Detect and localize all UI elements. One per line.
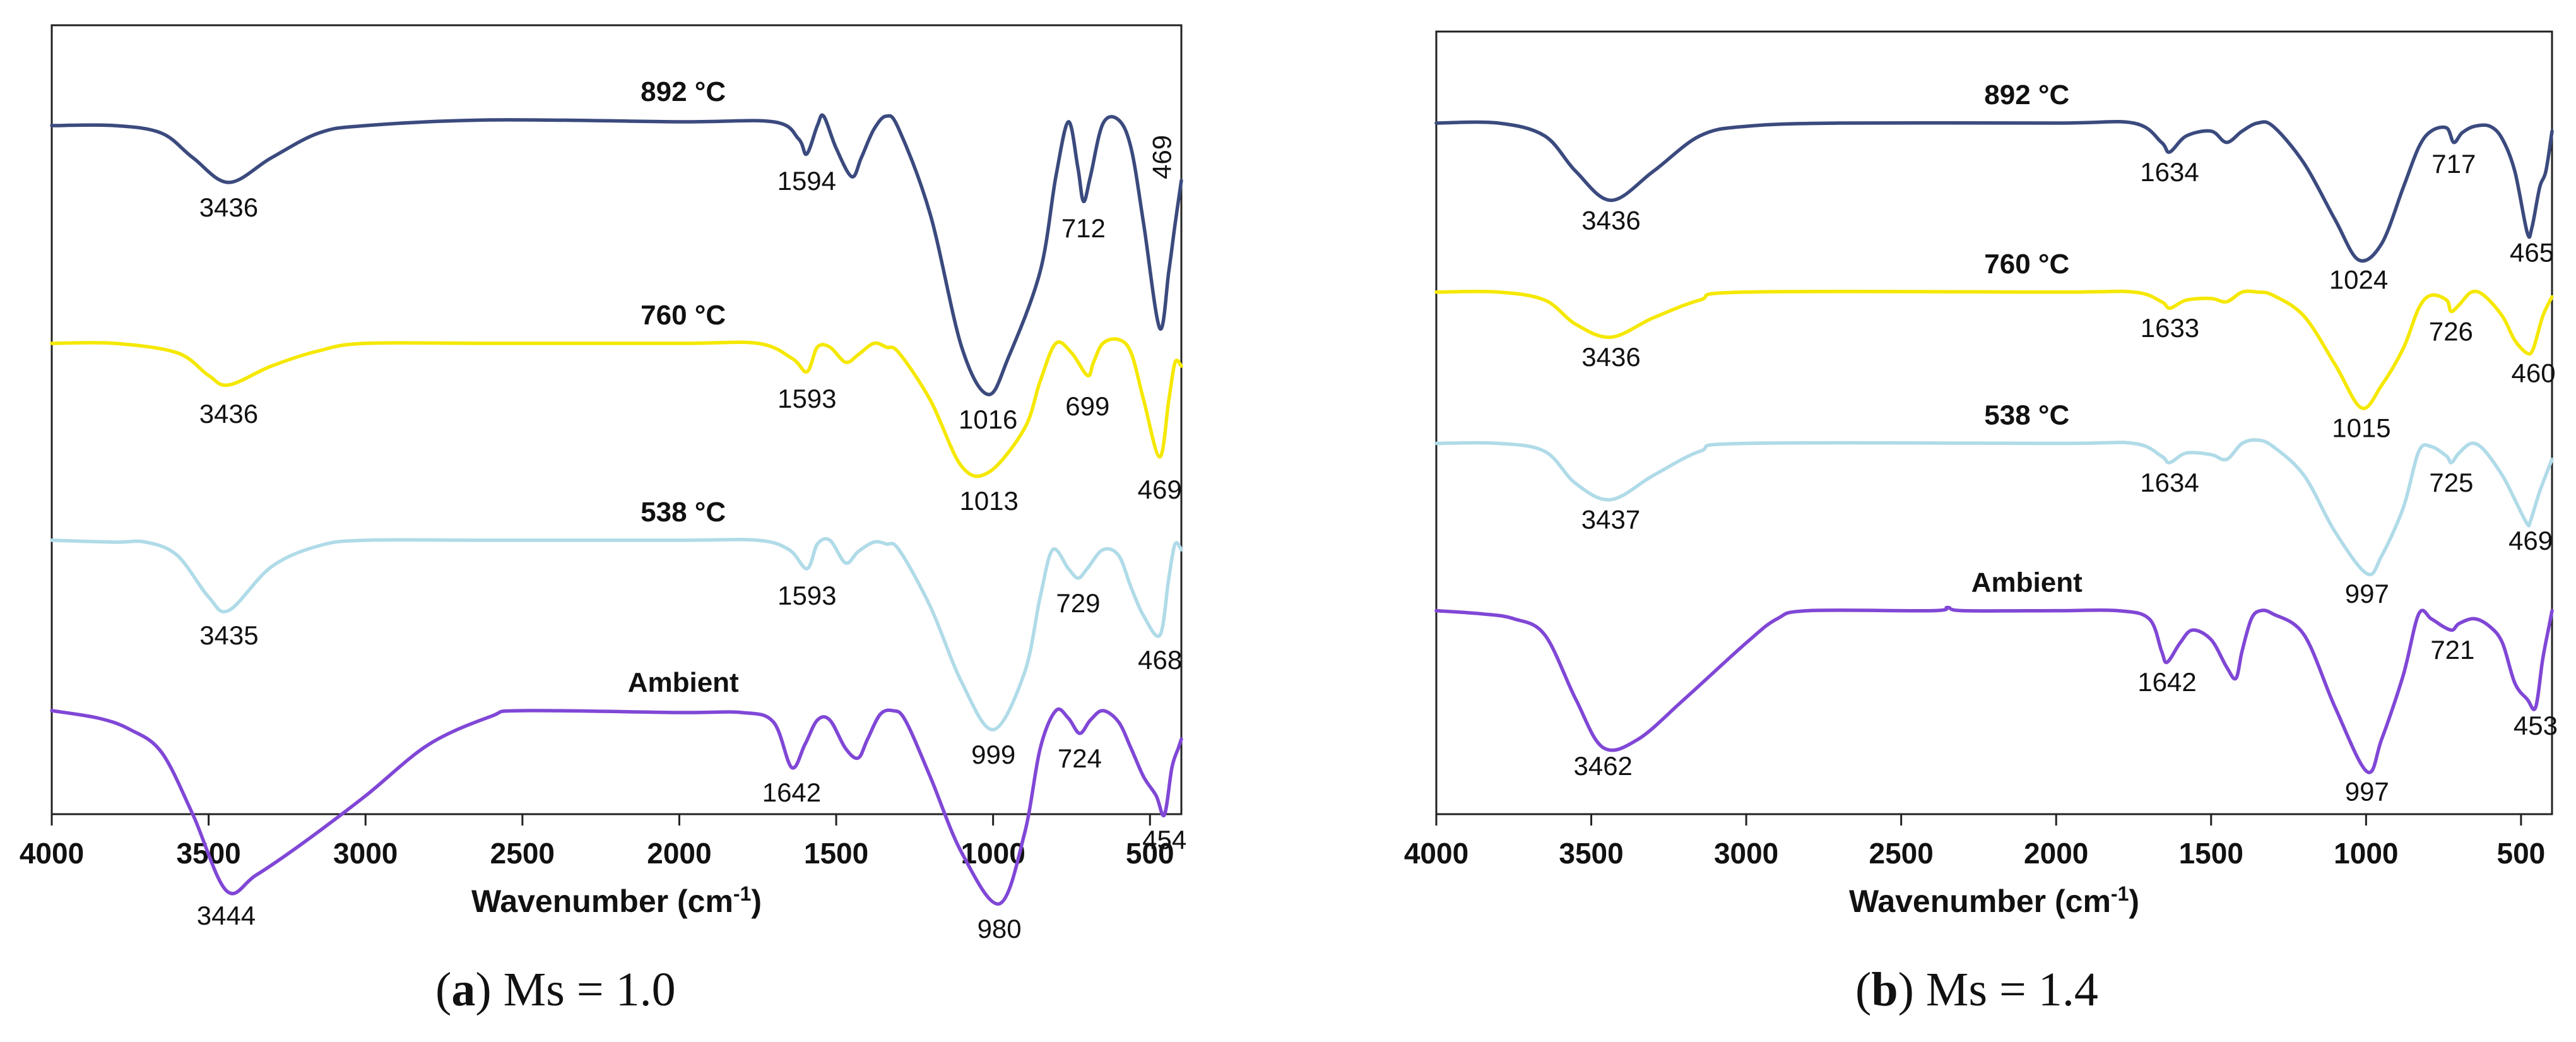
peak-label: 712	[1061, 213, 1106, 243]
series-name-3: Ambient	[1971, 567, 2083, 598]
peak-label: 468	[1138, 645, 1182, 675]
series-line-3	[50, 707, 1183, 906]
peak-label: 454	[1142, 825, 1186, 855]
caption-b-text: Ms = 1.4	[1925, 963, 2098, 1016]
peak-label: 1593	[777, 384, 836, 413]
peak-label: 1634	[2140, 157, 2199, 187]
x-tick-label: 2500	[1869, 837, 1933, 870]
caption-a-letter: a	[451, 963, 476, 1016]
series-name-3: Ambient	[628, 667, 739, 698]
x-tick-label: 500	[1126, 837, 1174, 870]
x-tick-label: 2000	[647, 837, 711, 870]
series-line-1	[50, 337, 1183, 478]
ftir-chart-a: 4000 3500 3000 2500 2000 1500 1000 500Wavenumbe…	[20, 24, 1186, 944]
caption-b-letter: b	[1871, 963, 1898, 1016]
peak-label: 469	[2508, 526, 2553, 555]
caption-b: (b) Ms = 1.4	[1855, 963, 2098, 1016]
peak-label: 3444	[197, 901, 256, 930]
peak-label: 980	[978, 914, 1022, 944]
peak-label: 725	[2429, 468, 2473, 497]
series-name-0: 892 °C	[641, 76, 726, 107]
series-line-1	[1434, 289, 2554, 410]
peak-label: 721	[2430, 635, 2474, 665]
peak-label: 469	[1147, 135, 1177, 179]
chart-panel-b: 4000 3500 3000 2500 2000 1500 1000 500 Wavenumbe…	[1401, 0, 2576, 1042]
peak-label: 3436	[199, 399, 258, 429]
x-tick-label: 1500	[2179, 837, 2243, 870]
x-tick-label: 1000	[960, 837, 1025, 870]
peak-label: 1013	[959, 486, 1018, 516]
x-axis-label: Wavenumber (cm-1)	[471, 882, 762, 919]
series-name-2: 538 °C	[641, 497, 726, 528]
peak-label: 453	[2514, 711, 2558, 740]
peak-label: 729	[1056, 588, 1100, 618]
x-tick-label: 4000	[1404, 837, 1468, 870]
plot-frame	[1435, 30, 2553, 815]
peak-label: 3435	[199, 620, 258, 650]
x-tick-label: 500	[2497, 837, 2546, 870]
peak-label: 460	[2511, 358, 2555, 388]
series-name-1: 760 °C	[641, 300, 726, 331]
series-line-0	[1434, 119, 2554, 263]
series-line-0	[50, 113, 1183, 396]
series-line-2	[1434, 438, 2554, 577]
chart-panel-a: 4000 3500 3000 2500 2000 1500 1000 500 Wavenumbe…	[0, 0, 1199, 1042]
peak-label: 1642	[762, 778, 821, 807]
peak-label: 1015	[2332, 413, 2390, 442]
x-tick-label: 1500	[804, 837, 868, 870]
x-tick-label: 2000	[2024, 837, 2088, 870]
series-line-2	[50, 536, 1183, 731]
peak-label: 3462	[1573, 751, 1632, 781]
peak-label: 724	[1058, 743, 1102, 773]
peak-label: 726	[2429, 316, 2473, 346]
peak-label: 717	[2431, 149, 2476, 179]
series-name-0: 892 °C	[1984, 80, 2069, 110]
peak-label: 1633	[2141, 313, 2199, 343]
peak-label: 997	[2345, 579, 2389, 608]
peak-label: 465	[2510, 237, 2554, 267]
series-name-1: 760 °C	[1984, 249, 2069, 280]
peak-label: 999	[971, 740, 1015, 769]
caption-a: (a) Ms = 1.0	[435, 963, 676, 1016]
peak-label: 3436	[199, 192, 258, 222]
x-tick-label: 3000	[1714, 837, 1778, 870]
x-tick-label: 4000	[20, 837, 84, 870]
peak-label: 699	[1065, 391, 1109, 421]
caption-a-text: Ms = 1.0	[503, 963, 676, 1016]
peak-label: 3436	[1581, 342, 1640, 372]
x-tick-label: 3500	[1559, 837, 1623, 870]
peak-label: 997	[2345, 777, 2389, 807]
plot-frame	[50, 24, 1183, 815]
peak-label: 3437	[1581, 505, 1640, 535]
peak-label: 1642	[2137, 667, 2196, 697]
x-tick-label: 1000	[2334, 837, 2398, 870]
peak-label: 1024	[2329, 265, 2388, 295]
series-name-2: 538 °C	[1984, 400, 2069, 430]
x-axis-label: Wavenumber (cm-1)	[1849, 882, 2139, 919]
peak-label: 1634	[2140, 468, 2199, 497]
peak-label: 3436	[1581, 205, 1640, 235]
ftir-chart-b: 4000 3500 3000 2500 2000 1500 1000 500 Wavenumbe…	[1404, 30, 2558, 919]
x-tick-label: 2500	[490, 837, 555, 870]
x-tick-label: 3000	[333, 837, 398, 870]
peak-label: 1016	[959, 405, 1017, 434]
series-line-3	[1434, 605, 2554, 774]
peak-label: 1594	[777, 166, 836, 196]
peak-label: 1593	[777, 581, 836, 610]
peak-label: 469	[1138, 475, 1182, 504]
